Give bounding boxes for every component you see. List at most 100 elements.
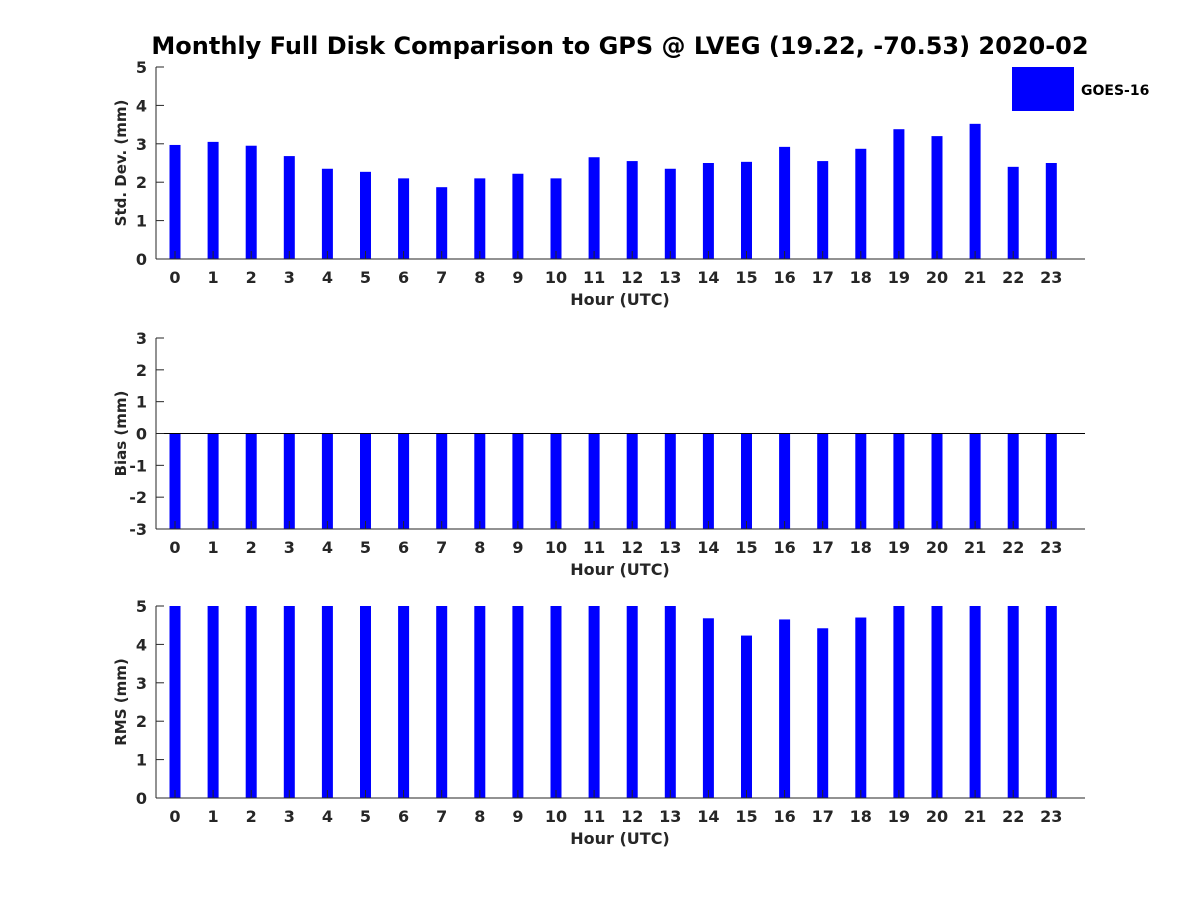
y-tick-label: 4	[136, 635, 147, 654]
y-axis-label: Std. Dev. (mm)	[112, 100, 130, 227]
x-tick-label: 6	[398, 538, 409, 557]
bar-std-dev-23	[1045, 163, 1057, 259]
x-tick-label: 3	[284, 807, 295, 826]
bar-bias-16	[779, 433, 791, 529]
y-tick-label: 2	[136, 712, 147, 731]
x-tick-label: 2	[246, 268, 257, 287]
bar-bias-5	[360, 433, 371, 529]
bar-std-dev-16	[779, 146, 791, 259]
bar-rms-4	[321, 606, 333, 798]
bar-rms-1	[207, 606, 219, 798]
bar-std-dev-17	[817, 161, 829, 259]
legend-swatch	[1012, 67, 1074, 111]
bar-rms-8	[474, 606, 486, 798]
bar-std-dev-22	[1007, 166, 1019, 259]
x-tick-label: 2	[246, 538, 257, 557]
bar-rms-19	[893, 606, 905, 798]
x-tick-label: 8	[474, 807, 485, 826]
x-tick-label: 16	[773, 268, 795, 287]
bar-std-dev-9	[512, 173, 524, 259]
x-axis-label: Hour (UTC)	[570, 290, 670, 309]
x-tick-label: 11	[583, 268, 605, 287]
x-tick-label: 7	[436, 538, 447, 557]
x-tick-label: 12	[621, 268, 643, 287]
y-tick-label: 3	[136, 329, 147, 348]
bar-rms-16	[779, 619, 791, 798]
x-tick-label: 12	[621, 807, 643, 826]
bar-bias-8	[474, 433, 486, 529]
x-tick-label: 22	[1002, 268, 1024, 287]
x-tick-label: 2	[246, 807, 257, 826]
bar-bias-20	[931, 433, 943, 529]
bar-rms-21	[969, 606, 981, 798]
x-tick-label: 16	[773, 807, 795, 826]
bar-rms-23	[1045, 606, 1057, 798]
bar-bias-14	[702, 433, 714, 529]
x-tick-label: 18	[850, 538, 872, 557]
y-tick-label: 1	[136, 751, 147, 770]
bar-rms-6	[398, 606, 410, 798]
x-tick-label: 5	[360, 268, 371, 287]
x-tick-label: 20	[926, 807, 948, 826]
x-tick-label: 3	[284, 268, 295, 287]
x-tick-label: 19	[888, 807, 910, 826]
bar-bias-18	[855, 433, 867, 529]
x-tick-label: 9	[512, 807, 523, 826]
bar-rms-17	[817, 628, 829, 798]
bar-std-dev-18	[855, 148, 867, 259]
bar-std-dev-0	[169, 144, 181, 259]
x-tick-label: 21	[964, 268, 986, 287]
legend-label: GOES-16	[1081, 83, 1149, 99]
y-tick-label: 3	[136, 674, 147, 693]
x-tick-label: 1	[208, 538, 219, 557]
x-tick-label: 13	[659, 807, 681, 826]
bar-rms-12	[626, 606, 638, 798]
x-tick-label: 0	[169, 538, 180, 557]
bar-bias-0	[169, 433, 181, 529]
bar-bias-7	[436, 433, 448, 529]
bar-rms-2	[245, 606, 257, 798]
bar-rms-7	[436, 606, 448, 798]
bar-rms-20	[931, 606, 943, 798]
x-tick-label: 21	[964, 807, 986, 826]
x-tick-label: 17	[812, 268, 834, 287]
bar-bias-11	[588, 433, 600, 529]
bar-bias-15	[741, 433, 752, 529]
bar-bias-17	[817, 433, 829, 529]
bar-bias-13	[664, 433, 676, 529]
bar-bias-21	[969, 433, 981, 529]
x-tick-label: 15	[735, 538, 757, 557]
bar-bias-10	[550, 433, 562, 529]
x-tick-label: 14	[697, 538, 719, 557]
legend: GOES-16	[1012, 67, 1149, 111]
y-tick-label: -1	[129, 456, 147, 475]
bar-bias-1	[207, 433, 219, 529]
x-tick-label: 9	[512, 268, 523, 287]
bar-std-dev-20	[931, 136, 943, 259]
chart-title: Monthly Full Disk Comparison to GPS @ LV…	[151, 32, 1088, 60]
y-tick-label: 0	[136, 425, 147, 444]
x-tick-label: 14	[697, 268, 719, 287]
x-tick-label: 4	[322, 807, 333, 826]
bar-bias-19	[893, 433, 905, 529]
x-axis-label: Hour (UTC)	[570, 829, 670, 848]
x-tick-label: 11	[583, 538, 605, 557]
bar-rms-10	[550, 606, 562, 798]
bar-std-dev-1	[207, 141, 219, 259]
bar-std-dev-7	[436, 187, 448, 259]
bar-std-dev-21	[969, 123, 981, 259]
x-tick-label: 20	[926, 538, 948, 557]
x-tick-label: 19	[888, 268, 910, 287]
x-tick-label: 10	[545, 268, 567, 287]
bar-std-dev-6	[398, 178, 410, 259]
x-tick-label: 14	[697, 807, 719, 826]
bar-rms-3	[283, 606, 295, 798]
bar-bias-2	[245, 433, 257, 529]
bar-std-dev-3	[283, 156, 295, 259]
bar-std-dev-13	[664, 168, 676, 259]
x-tick-label: 21	[964, 538, 986, 557]
y-tick-label: 1	[136, 212, 147, 231]
x-tick-label: 4	[322, 268, 333, 287]
